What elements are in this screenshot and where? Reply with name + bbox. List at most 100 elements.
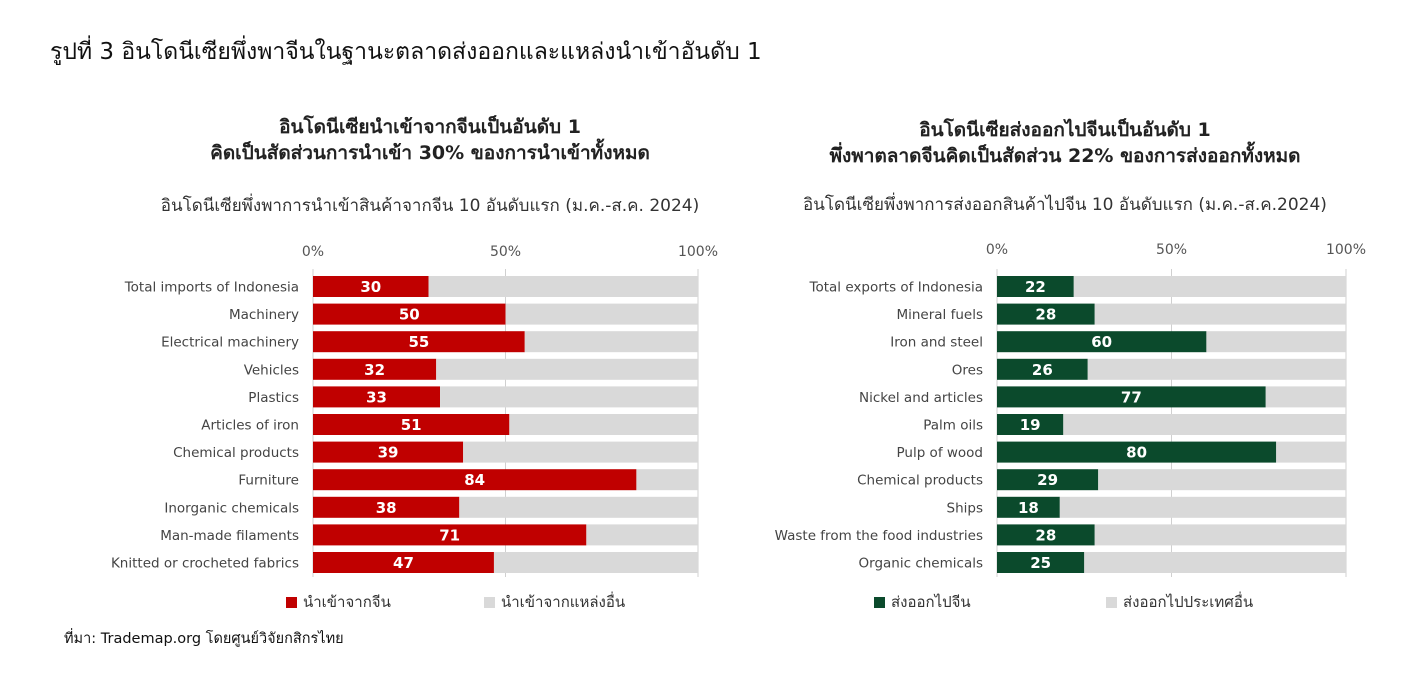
import-bar-china-man-made-filaments — [313, 524, 587, 546]
legend-label-import-other: นำเข้าจากแหล่งอื่น — [501, 593, 626, 611]
import-category-label-machinery: Machinery — [229, 307, 299, 323]
export-bar-other-iron-and-steel — [1206, 331, 1346, 353]
legend-label-export-other: ส่งออกไปประเทศอื่น — [1123, 593, 1254, 611]
import-bar-other-chemical-products — [463, 441, 698, 463]
export-chart: 0% 50% 100% Total exports of Indonesia 22 Min… — [775, 242, 1366, 577]
export-bar-other-chemical-products — [1098, 469, 1346, 491]
import-value-label-articles-of-iron: 51 — [401, 416, 422, 434]
import-value-label-total-imports-of-indonesia: 30 — [360, 278, 381, 296]
export-bar-other-ships — [1059, 496, 1346, 518]
export-chart-title-line-1: อินโดนีเซียส่งออกไปจีนเป็นอันดับ 1 — [919, 119, 1211, 141]
import-bar-china-articles-of-iron — [313, 414, 510, 435]
import-value-label-chemical-products: 39 — [378, 444, 399, 462]
export-bar-china-waste-from-the-food-industries — [997, 524, 1095, 546]
import-bar-other-furniture — [636, 469, 698, 491]
import-value-label-knitted-or-crocheted-fabrics: 47 — [393, 554, 414, 572]
export-value-label-total-exports-of-indonesia: 22 — [1025, 278, 1046, 296]
export-chart-title: อินโดนีเซียส่งออกไปจีนเป็นอันดับ 1 พึ่งพ… — [775, 117, 1355, 169]
legend-item-import-china: นำเข้าจากจีน — [286, 590, 484, 614]
import-value-label-man-made-filaments: 71 — [439, 526, 460, 544]
export-bar-china-organic-chemicals — [997, 552, 1085, 573]
import-bar-other-total-imports-of-indonesia — [428, 276, 698, 297]
import-bar-other-articles-of-iron — [509, 414, 698, 435]
export-value-label-chemical-products: 29 — [1037, 471, 1058, 489]
export-bar-china-total-exports-of-indonesia — [997, 276, 1074, 297]
figure-title: รูปที่ 3 อินโดนีเซียพึ่งพาจีนในฐานะตลาดส… — [50, 39, 762, 65]
legend-swatch-import-china — [286, 596, 297, 608]
export-category-label-waste-from-the-food-industries: Waste from the food industries — [775, 528, 983, 544]
export-bar-china-pulp-of-wood — [997, 441, 1277, 463]
export-bar-china-chemical-products — [997, 469, 1099, 491]
import-category-label-chemical-products: Chemical products — [173, 445, 299, 461]
export-chart-subtitle: อินโดนีเซียพึ่งพาการส่งออกสินค้าไปจีน 10… — [803, 195, 1327, 215]
import-tick-label-2: 100% — [678, 244, 718, 260]
import-bar-other-man-made-filaments — [586, 524, 698, 546]
import-value-label-electrical-machinery: 55 — [408, 333, 429, 351]
export-value-label-pulp-of-wood: 80 — [1126, 444, 1147, 462]
legend-swatch-export-china — [874, 596, 885, 608]
import-value-label-inorganic-chemicals: 38 — [376, 499, 397, 517]
import-bar-china-furniture — [313, 469, 637, 491]
legend-label-import-china: นำเข้าจากจีน — [303, 593, 391, 611]
import-bar-china-knitted-or-crocheted-fabrics — [313, 552, 494, 573]
export-bar-other-organic-chemicals — [1084, 552, 1346, 573]
import-value-label-machinery: 50 — [399, 306, 420, 324]
export-bar-china-palm-oils — [997, 414, 1064, 435]
import-chart: 0% 50% 100% Total imports of Indonesia 30 Mac… — [111, 244, 718, 577]
export-value-label-ships: 18 — [1018, 499, 1039, 517]
export-category-label-mineral-fuels: Mineral fuels — [896, 307, 983, 323]
legend-swatch-import-other — [484, 596, 495, 608]
legend-item-export-china: ส่งออกไปจีน — [874, 590, 1106, 614]
export-tick-label-0: 0% — [986, 242, 1008, 258]
export-value-label-waste-from-the-food-industries: 28 — [1035, 526, 1056, 544]
import-category-label-plastics: Plastics — [248, 390, 299, 406]
export-bar-other-waste-from-the-food-industries — [1094, 524, 1346, 546]
export-chart-title-line-2: พึ่งพาตลาดจีนคิดเป็นสัดส่วน 22% ของการส่… — [829, 145, 1301, 167]
legend-item-export-other: ส่งออกไปประเทศอื่น — [1106, 590, 1253, 614]
export-tick-label-2: 100% — [1326, 242, 1366, 258]
export-value-label-palm-oils: 19 — [1020, 416, 1041, 434]
export-bar-china-ores — [997, 358, 1088, 380]
import-bar-other-plastics — [440, 386, 698, 408]
export-category-label-ships: Ships — [947, 500, 983, 516]
import-bar-china-total-imports-of-indonesia — [313, 276, 429, 297]
import-value-label-plastics: 33 — [366, 388, 387, 406]
import-category-label-vehicles: Vehicles — [244, 362, 299, 378]
import-chart-title-line-1: อินโดนีเซียนำเข้าจากจีนเป็นอันดับ 1 — [279, 116, 581, 138]
export-bar-china-iron-and-steel — [997, 331, 1207, 353]
legend-item-import-other: นำเข้าจากแหล่งอื่น — [484, 590, 625, 614]
export-category-label-total-exports-of-indonesia: Total exports of Indonesia — [809, 280, 983, 296]
export-value-label-organic-chemicals: 25 — [1030, 554, 1051, 572]
import-category-label-total-imports-of-indonesia: Total imports of Indonesia — [124, 280, 299, 296]
import-bar-other-electrical-machinery — [524, 331, 698, 353]
legend-swatch-export-other — [1106, 596, 1117, 608]
import-bar-other-vehicles — [436, 358, 698, 380]
export-value-label-nickel-and-articles: 77 — [1121, 388, 1142, 406]
export-bar-other-palm-oils — [1063, 414, 1346, 435]
import-bar-china-plastics — [313, 386, 441, 408]
export-value-label-mineral-fuels: 28 — [1035, 306, 1056, 324]
import-category-label-inorganic-chemicals: Inorganic chemicals — [164, 500, 299, 516]
import-bar-other-knitted-or-crocheted-fabrics — [493, 552, 698, 573]
export-category-label-palm-oils: Palm oils — [923, 418, 983, 434]
import-bar-china-machinery — [313, 303, 506, 325]
export-category-label-pulp-of-wood: Pulp of wood — [896, 445, 983, 461]
export-value-label-iron-and-steel: 60 — [1091, 333, 1112, 351]
export-category-label-iron-and-steel: Iron and steel — [890, 335, 983, 351]
export-category-label-ores: Ores — [952, 362, 983, 378]
import-bar-other-inorganic-chemicals — [459, 496, 698, 518]
export-bar-other-nickel-and-articles — [1265, 386, 1346, 408]
import-category-label-man-made-filaments: Man-made filaments — [160, 528, 299, 544]
import-category-label-furniture: Furniture — [238, 473, 299, 489]
import-bar-china-chemical-products — [313, 441, 464, 463]
import-bar-china-vehicles — [313, 358, 437, 380]
export-bar-other-ores — [1087, 358, 1346, 380]
export-tick-label-1: 50% — [1156, 242, 1187, 258]
import-category-label-electrical-machinery: Electrical machinery — [161, 335, 299, 351]
export-bar-other-mineral-fuels — [1094, 303, 1346, 325]
export-legend: ส่งออกไปจีน ส่งออกไปประเทศอื่น — [874, 590, 1253, 614]
export-bar-china-mineral-fuels — [997, 303, 1095, 325]
import-chart-title: อินโดนีเซียนำเข้าจากจีนเป็นอันดับ 1 คิดเ… — [130, 114, 730, 166]
export-bar-china-ships — [997, 496, 1060, 518]
export-bar-china-nickel-and-articles — [997, 386, 1266, 408]
